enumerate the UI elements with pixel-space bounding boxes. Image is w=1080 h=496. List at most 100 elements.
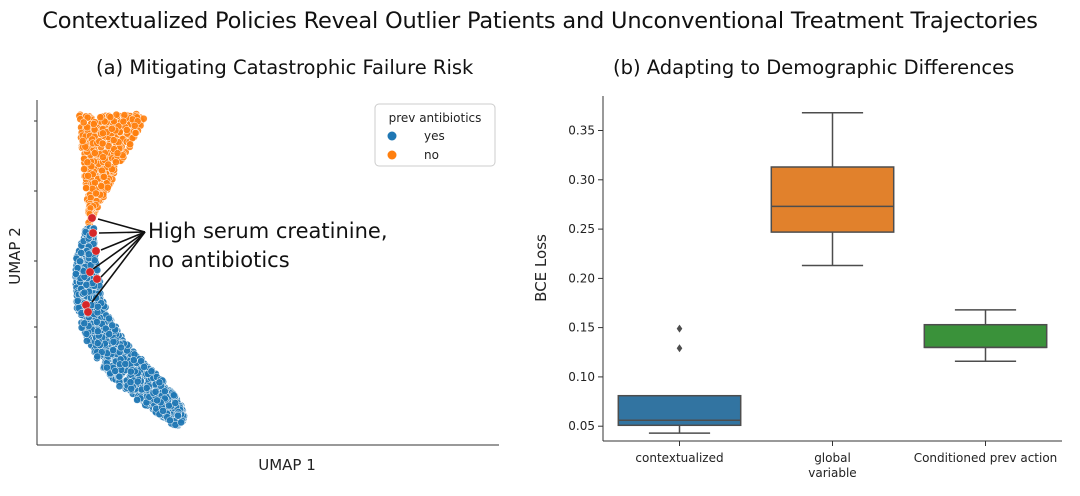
point-no [103,183,112,192]
point-yes [129,356,138,364]
point-no [82,184,90,192]
y-tick-label: 0.30 [568,173,595,187]
point-yes [77,249,85,257]
highlighted-point [88,228,98,238]
point-no [92,189,100,198]
point-yes [90,256,99,265]
point-yes [133,396,141,404]
point-no [131,129,140,137]
point-no [84,171,92,180]
highlighted-point [85,267,95,277]
point-no [130,121,139,130]
x-tick-label: Conditioned prev action [914,451,1058,465]
annotation-arrow [92,231,146,270]
point-no [122,126,131,134]
x-tick-label: global [814,451,851,465]
outlier-point [676,324,683,333]
point-no [78,137,87,145]
point-no [99,129,107,138]
annotation-line-1: High serum creatinine, [148,219,388,243]
point-yes [174,411,182,420]
point-yes [171,399,180,407]
point-no [106,113,115,121]
point-no [80,165,88,173]
annotation-arrow [97,218,146,233]
point-no [97,182,106,190]
boxplot-panel: 0.05 0.10 0.15 0.20 0.25 0.30 0.35 contextuali… [532,96,1062,480]
point-no [126,140,134,149]
point-yes [127,384,136,393]
outlier-point [676,344,683,353]
point-yes [82,330,91,338]
point-yes [111,367,120,375]
annotation-arrow [100,231,146,251]
point-no [119,117,128,126]
annotation-line-2: no antibiotics [148,248,290,272]
highlighted-point [87,213,97,223]
point-no [90,149,99,157]
boxes [617,112,1048,434]
panel-b-title: (b) Adapting to Demographic Differences [613,56,1015,79]
point-no [113,149,122,158]
figure-title: Contextualized Policies Reveal Outlier P… [42,8,1038,34]
y-axis-label: UMAP 2 [6,227,24,285]
y-tick-label: 0.10 [568,370,595,384]
point-yes [142,384,151,392]
highlighted-point [83,307,93,317]
highlighted-point [91,246,101,256]
point-no [104,160,113,169]
box-3 [923,323,1048,349]
point-yes [151,387,160,396]
panel-a-title: (a) Mitigating Catastrophic Failure Risk [96,56,474,79]
y-tick-label: 0.15 [568,321,595,335]
legend-title: prev antibiotics [389,111,482,125]
point-yes [147,367,156,376]
point-no [79,118,88,127]
point-yes [80,319,89,328]
point-yes [126,378,135,387]
point-yes [83,337,91,345]
point-no [98,139,107,148]
point-no [120,111,129,119]
point-yes [92,318,101,326]
legend: prev antibiotics yes no [374,103,496,167]
point-no [83,158,92,167]
point-yes [140,363,148,371]
point-yes [126,367,135,376]
x-tick-label: contextualized [635,451,723,465]
annotation-arrow [91,231,146,303]
point-no [96,113,105,122]
legend-marker-no [387,150,397,160]
point-yes [117,343,125,352]
y-axis-label: BCE Loss [532,234,550,302]
x-tick-label: variable [808,466,856,480]
point-no [99,153,107,162]
legend-marker-yes [387,131,397,141]
point-yes [93,327,102,336]
point-yes [72,270,80,278]
point-yes [115,382,124,391]
legend-label-no: no [424,148,439,162]
annotation-arrow [100,231,146,278]
point-yes [108,321,117,330]
point-yes [177,418,185,427]
point-yes [169,391,178,400]
point-no [100,172,108,181]
x-axis-label: UMAP 1 [258,456,316,474]
point-yes [133,377,142,386]
y-tick-label: 0.35 [568,124,595,138]
point-yes [76,257,84,266]
y-tick-label: 0.20 [568,271,595,285]
point-yes [84,250,93,259]
point-no [108,124,116,133]
highlighted-point [92,274,102,284]
highlighted-points [81,213,102,317]
y-tick-label: 0.05 [568,419,595,433]
point-yes [82,280,91,289]
point-yes [93,302,102,311]
annotation-arrow [98,231,146,234]
umap-scatter-panel: High serum creatinine, no antibiotics UM… [6,100,499,474]
point-no [112,158,120,166]
y-axis-ticks: 0.05 0.10 0.15 0.20 0.25 0.30 0.35 [568,124,603,433]
